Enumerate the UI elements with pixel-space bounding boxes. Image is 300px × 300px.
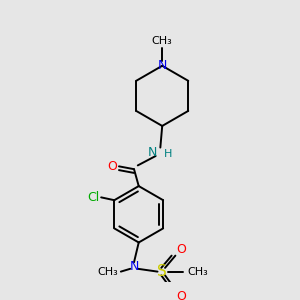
Text: N: N (129, 260, 139, 273)
Text: Cl: Cl (88, 191, 100, 204)
Text: CH₃: CH₃ (97, 267, 118, 277)
Text: CH₃: CH₃ (188, 267, 208, 277)
Text: O: O (176, 243, 186, 256)
Text: N: N (148, 146, 158, 159)
Text: H: H (164, 149, 172, 159)
Text: O: O (107, 160, 117, 173)
Text: O: O (176, 290, 186, 300)
Text: CH₃: CH₃ (152, 36, 172, 46)
Text: N: N (158, 59, 167, 72)
Text: S: S (157, 264, 167, 279)
